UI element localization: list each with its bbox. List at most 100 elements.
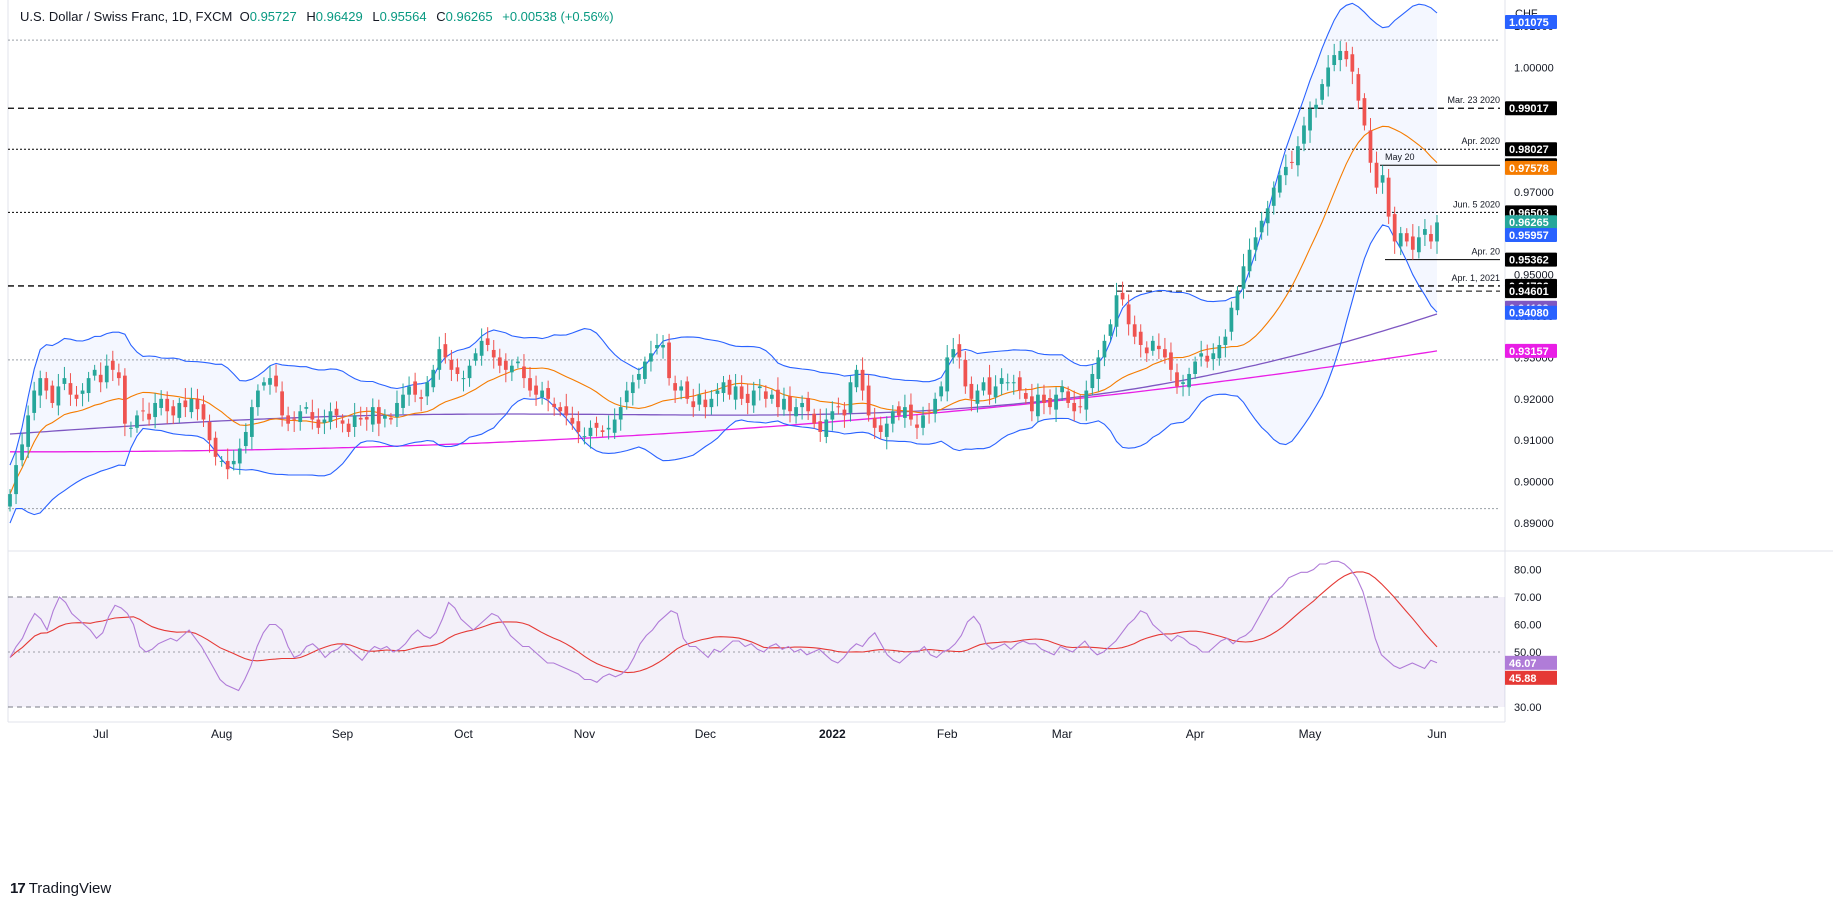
candle-body — [243, 431, 248, 447]
candle-body — [909, 404, 913, 420]
candle-body — [860, 369, 865, 391]
candle-body — [1253, 237, 1258, 250]
candle-body — [1344, 50, 1349, 60]
rsi-tick-label: 80.00 — [1514, 565, 1542, 577]
tradingview-brand[interactable]: 17 TradingView — [10, 880, 111, 897]
candle-body — [1308, 108, 1312, 131]
candle-body — [364, 417, 369, 420]
candle-body — [26, 415, 31, 447]
price-tick-label: 0.97000 — [1514, 187, 1554, 199]
candle-body — [213, 437, 218, 457]
candle-body — [546, 388, 551, 399]
candle-body — [249, 407, 254, 437]
rsi-ma-line — [9, 571, 1438, 674]
candle-body — [274, 375, 278, 387]
candle-body — [800, 402, 804, 408]
candle-body — [50, 385, 55, 403]
candle-body — [884, 423, 889, 437]
candle-body — [98, 374, 103, 383]
price-tick-label: 0.91000 — [1514, 435, 1554, 447]
candle-body — [721, 382, 726, 394]
candle-body — [739, 386, 744, 399]
bollinger-lower-line — [9, 224, 1438, 524]
candle-body — [1163, 349, 1167, 358]
legend-high-label: H — [306, 9, 316, 24]
candle-body — [1138, 331, 1143, 345]
level-line-label: May 20 — [1385, 152, 1415, 162]
price-tag — [1505, 15, 1557, 29]
candle-body — [1193, 361, 1198, 374]
candle-body — [189, 398, 194, 413]
candle-body — [933, 398, 938, 414]
candle-body — [219, 460, 224, 462]
rsi-tick-label: 60.00 — [1514, 620, 1542, 632]
candle-body — [745, 393, 750, 403]
candle-body — [667, 342, 671, 379]
candle-body — [44, 378, 49, 391]
candle-body — [237, 448, 242, 464]
candle-body — [1054, 394, 1058, 410]
candle-body — [1060, 386, 1064, 393]
candle-body — [1350, 54, 1355, 72]
candle-body — [1380, 175, 1385, 183]
candle-body — [479, 340, 484, 356]
candle-body — [376, 407, 381, 424]
candle-body — [503, 360, 508, 370]
candle-body — [1271, 187, 1276, 206]
time-tick-label: Jul — [93, 727, 108, 741]
candle-body — [110, 360, 115, 370]
price-tag-label: 0.95362 — [1509, 255, 1549, 267]
candle-body — [806, 398, 811, 412]
rsi-value-tag — [1505, 655, 1557, 670]
candle-body — [68, 383, 73, 395]
candle-body — [824, 419, 829, 437]
candle-body — [449, 359, 454, 370]
candle-body — [395, 402, 399, 418]
candle-body — [207, 422, 212, 441]
price-tag-label: 0.94080 — [1509, 308, 1549, 320]
candle-body — [939, 386, 944, 397]
candle-body — [383, 415, 387, 419]
candle-body — [576, 421, 581, 432]
candle-body — [370, 407, 375, 425]
candle-body — [733, 386, 738, 400]
candle-body — [715, 390, 720, 394]
candle-body — [1386, 177, 1391, 217]
ma100-line — [9, 313, 1438, 435]
candle-body — [624, 390, 629, 403]
candle-body — [727, 379, 732, 395]
candle-body — [915, 424, 919, 428]
candle-body — [129, 427, 133, 429]
candle-body — [842, 409, 847, 416]
legend-open-label: O — [239, 9, 250, 24]
candle-body — [135, 415, 139, 428]
candle-body — [298, 411, 303, 423]
candle-body — [407, 386, 411, 395]
rsi-ma-value-label: 45.88 — [1509, 673, 1537, 685]
candle-body — [1374, 162, 1379, 188]
candle-body — [1362, 98, 1367, 126]
candle-body — [116, 372, 121, 379]
candle-body — [443, 344, 448, 358]
candle-body — [1156, 345, 1161, 350]
candle-body — [1005, 382, 1010, 384]
candle-body — [32, 390, 37, 413]
time-tick-label: Mar — [1052, 727, 1073, 741]
candle-body — [697, 394, 702, 405]
candle-body — [413, 381, 417, 395]
candle-body — [491, 349, 496, 358]
candle-body — [485, 338, 490, 345]
candle-body — [147, 413, 151, 420]
price-tick-label: 0.95000 — [1514, 270, 1554, 282]
candle-body — [1078, 406, 1083, 408]
candle-body — [1338, 50, 1343, 61]
candle-body — [497, 357, 502, 366]
candle-body — [673, 383, 678, 391]
candle-body — [649, 353, 653, 362]
legend-symbol: U.S. Dollar / Swiss Franc, 1D, FXCM — [20, 9, 233, 24]
price-tick-label: 0.92000 — [1514, 394, 1554, 406]
candle-body — [20, 444, 24, 461]
candle-body — [1132, 324, 1137, 337]
